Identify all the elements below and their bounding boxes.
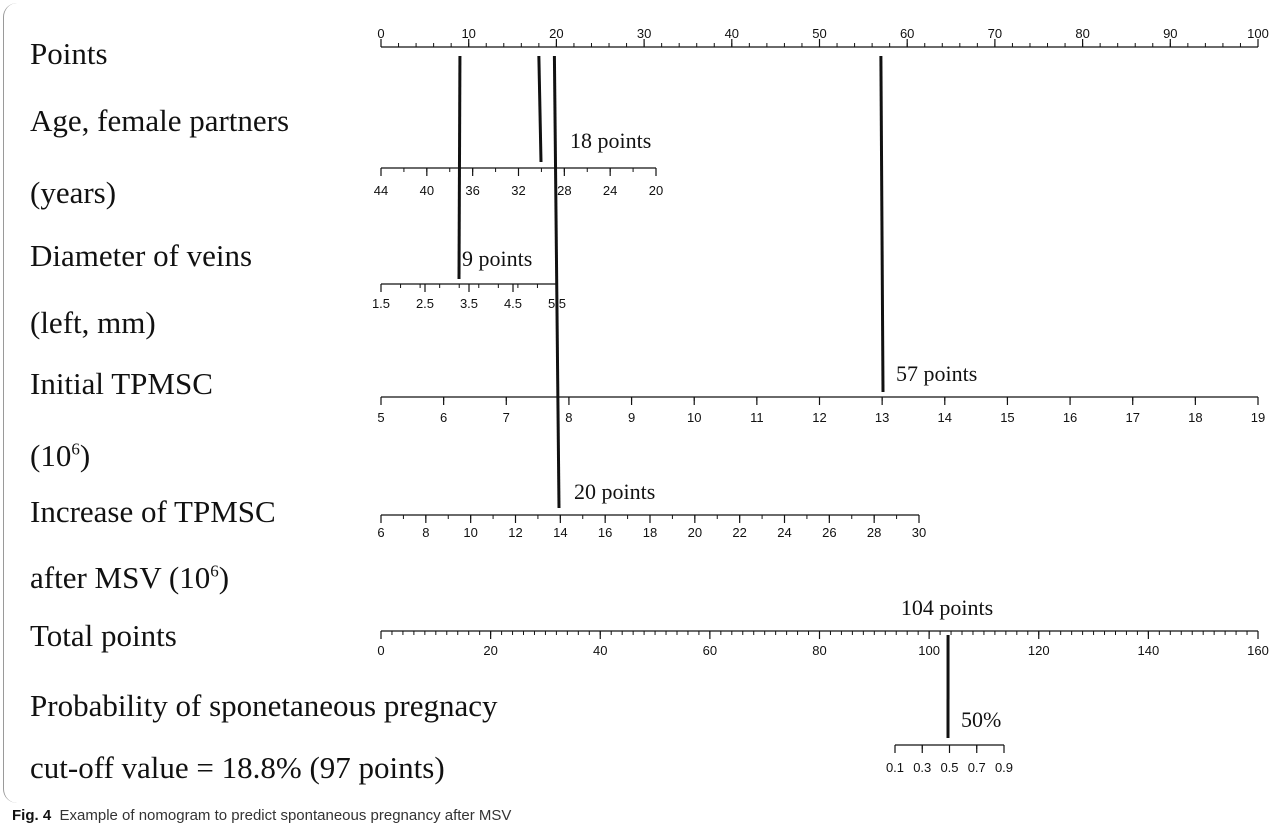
axis-5-tick-label: 18 — [643, 525, 657, 540]
axis-5-tick-label: 30 — [912, 525, 926, 540]
label-total-points: Total points — [30, 618, 177, 653]
axis-4-tick-label: 15 — [1000, 410, 1014, 425]
axis-5-tick-label: 22 — [732, 525, 746, 540]
axis-1-tick-label: 80 — [1075, 26, 1089, 41]
axis-6-tick-label: 140 — [1138, 643, 1160, 658]
axis-4-tick-label: 10 — [687, 410, 701, 425]
axis-5-tick-label: 20 — [688, 525, 702, 540]
axis-4-tick-label: 13 — [875, 410, 889, 425]
annotation-age-points: 18 points — [570, 128, 651, 153]
connector-diameter — [457, 55, 462, 280]
axis-4-tick-label: 18 — [1188, 410, 1202, 425]
connector-age — [537, 55, 543, 163]
axis-7-tick-label: 0.3 — [913, 760, 931, 775]
axis-2-tick-label: 36 — [465, 183, 479, 198]
axis-6-tick-label: 0 — [377, 643, 384, 658]
axis-1-tick-label: 90 — [1163, 26, 1177, 41]
label-initial-unit: (106) — [30, 438, 91, 473]
axis-1-tick-label: 30 — [637, 26, 651, 41]
axis-4-tick-label: 11 — [750, 410, 764, 425]
axis-1-tick-label: 100 — [1247, 26, 1269, 41]
axis-2-tick-label: 40 — [420, 183, 434, 198]
axis-4-tick-label: 7 — [503, 410, 510, 425]
axis-1-tick-label: 20 — [549, 26, 563, 41]
label-diameter-unit: (left, mm) — [30, 305, 156, 340]
label-age-unit: (years) — [30, 175, 117, 210]
axis-5-tick-label: 6 — [377, 525, 384, 540]
axis-1-tick-label: 70 — [988, 26, 1002, 41]
axis-3-tick-label: 1.5 — [372, 296, 390, 311]
axis-6-tick-label: 20 — [483, 643, 497, 658]
axis-4-tick-label: 16 — [1063, 410, 1077, 425]
axis-6-tick-label: 80 — [812, 643, 826, 658]
axis-1-tick-label: 60 — [900, 26, 914, 41]
axis-4-tick-label: 5 — [377, 410, 384, 425]
annotation-initial-points: 57 points — [896, 361, 977, 386]
axis-7-tick-label: 0.7 — [968, 760, 986, 775]
axis-5-tick-label: 10 — [463, 525, 477, 540]
axis-1-tick-label: 0 — [377, 26, 384, 41]
axis-6-tick-label: 160 — [1247, 643, 1269, 658]
annotation-diameter-points: 9 points — [462, 246, 532, 271]
label-probability: Probability of sponetaneous pregnacy — [30, 688, 498, 723]
axis-5-tick-label: 26 — [822, 525, 836, 540]
axis-5-tick-label: 12 — [508, 525, 522, 540]
axis-4-tick-label: 14 — [938, 410, 952, 425]
axis-5-tick-label: 28 — [867, 525, 881, 540]
axis-2-tick-label: 32 — [511, 183, 525, 198]
axis-5-tick-label: 8 — [422, 525, 429, 540]
axis-3-tick-label: 4.5 — [504, 296, 522, 311]
axis-5-tick-label: 16 — [598, 525, 612, 540]
label-diameter: Diameter of veins — [30, 238, 253, 273]
axis-7-tick-label: 0.9 — [995, 760, 1013, 775]
label-initial-tpmsc: Initial TPMSC — [30, 366, 213, 401]
annotation-probability: 50% — [961, 707, 1001, 732]
connector-initial-tpmsc — [879, 55, 885, 393]
label-increase-tpmsc: Increase of TPMSC — [30, 494, 276, 529]
axis-1-tick-label: 10 — [461, 26, 475, 41]
axis-6-tick-label: 60 — [703, 643, 717, 658]
axis-3-tick-label: 2.5 — [416, 296, 434, 311]
axis-1-tick-label: 40 — [725, 26, 739, 41]
label-cutoff: cut-off value = 18.8% (97 points) — [30, 750, 445, 785]
axis-4-tick-label: 6 — [440, 410, 447, 425]
axis-2-tick-label: 24 — [603, 183, 617, 198]
axis-4-tick-label: 12 — [812, 410, 826, 425]
axis-1-tick-label: 50 — [812, 26, 826, 41]
label-age: Age, female partners — [30, 103, 290, 138]
annotation-increase-points: 20 points — [574, 479, 655, 504]
axis-4-tick-label: 17 — [1125, 410, 1139, 425]
axis-2-tick-label: 28 — [557, 183, 571, 198]
axis-5-tick-label: 14 — [553, 525, 567, 540]
figure-caption: Fig. 4 Example of nomogram to predict sp… — [12, 807, 512, 824]
axis-5-tick-label: 24 — [777, 525, 791, 540]
figure-frame — [3, 3, 1280, 803]
axis-6-tick-label: 40 — [593, 643, 607, 658]
label-points: Points — [30, 36, 108, 71]
axis-2-tick-label: 44 — [374, 183, 388, 198]
axis-2-tick-label: 20 — [649, 183, 663, 198]
axis-3-tick-label: 3.5 — [460, 296, 478, 311]
axis-4-tick-label: 9 — [628, 410, 635, 425]
label-increase-unit: after MSV (106) — [30, 560, 230, 595]
axis-6-tick-label: 120 — [1028, 643, 1050, 658]
axis-4-tick-label: 19 — [1251, 410, 1265, 425]
axis-6-tick-label: 100 — [918, 643, 940, 658]
connector-increase — [552, 55, 561, 509]
axis-4-tick-label: 8 — [565, 410, 572, 425]
axis-7-tick-label: 0.1 — [886, 760, 904, 775]
axis-7-tick-label: 0.5 — [940, 760, 958, 775]
annotation-total-points: 104 points — [901, 595, 993, 620]
